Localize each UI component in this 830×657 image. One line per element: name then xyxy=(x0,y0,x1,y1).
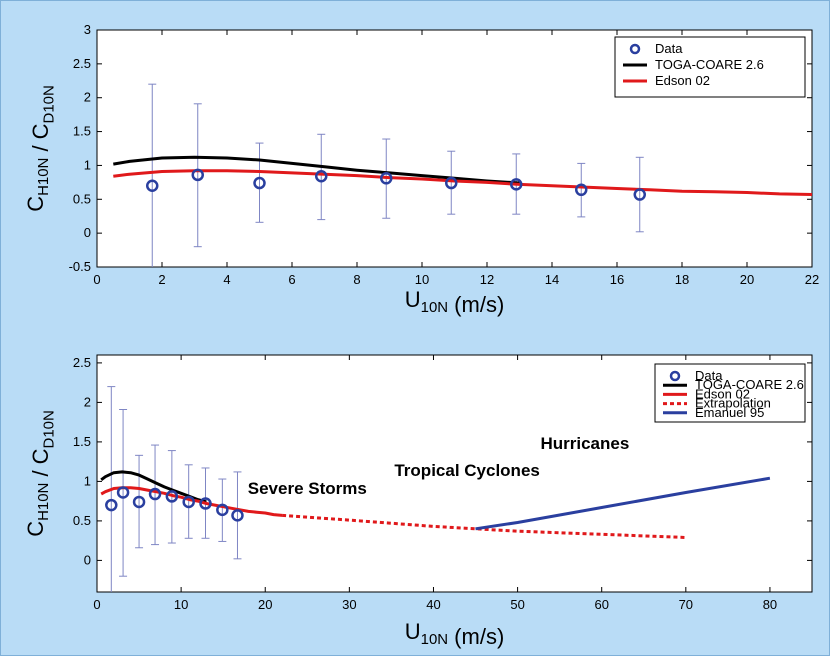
x-tick-label: 18 xyxy=(675,272,689,287)
plot-series-group xyxy=(100,386,771,592)
annotation-label: Hurricanes xyxy=(540,434,629,453)
annotation-label: Tropical Cyclones xyxy=(394,461,540,480)
legend-label: Data xyxy=(695,368,723,383)
x-axis-label: U10N (m/s) xyxy=(405,287,505,317)
legend-label: Data xyxy=(655,41,683,56)
legend-box xyxy=(614,36,806,98)
data-point xyxy=(182,495,195,509)
legend-label: Edson 02 xyxy=(695,386,750,401)
bottom-chart-panel: 0 10 20 30 40 50 60 70 8000.511.522.5HurricanesT… xyxy=(23,354,813,649)
x-tick-label: 60 xyxy=(594,597,608,612)
y-tick-label: 1 xyxy=(84,473,91,488)
top-chart-panel: 0 2 4 6 8 10 12 14 16 18 20 22-0.500.511.522.53Data… xyxy=(23,22,819,317)
data-point xyxy=(315,170,328,183)
data-point xyxy=(105,498,118,512)
y-tick-label: 0 xyxy=(84,552,91,567)
x-tick-label: 8 xyxy=(353,272,360,287)
x-tick-label: 50 xyxy=(510,597,524,612)
series-line xyxy=(100,486,283,517)
legend-label: TOGA-COARE 2.6 xyxy=(695,377,804,392)
y-axis-label: CH10N / CD10N xyxy=(23,410,57,537)
legend-marker xyxy=(669,370,681,382)
legend-label: Edson 02 xyxy=(655,73,710,88)
x-tick-label: 12 xyxy=(480,272,494,287)
y-tick-label: 0 xyxy=(84,225,91,240)
x-tick-label: 6 xyxy=(288,272,295,287)
y-tick-label: -0.5 xyxy=(69,259,91,274)
x-tick-label: 2 xyxy=(158,272,165,287)
x-tick-label: 20 xyxy=(740,272,754,287)
x-tick-label: 0 xyxy=(93,597,100,612)
data-point xyxy=(575,183,588,197)
y-tick-label: 1 xyxy=(84,157,91,172)
series-line xyxy=(475,476,771,531)
y-tick-label: 2.5 xyxy=(73,355,91,370)
data-point xyxy=(380,172,393,185)
data-point xyxy=(148,487,162,501)
data-point xyxy=(445,176,458,190)
data-point xyxy=(253,176,266,190)
x-tick-label: 70 xyxy=(679,597,693,612)
y-tick-label: 0.5 xyxy=(73,191,91,206)
legend-marker xyxy=(629,43,641,55)
x-tick-label: 40 xyxy=(426,597,440,612)
data-point xyxy=(510,178,523,191)
data-point xyxy=(191,168,204,182)
data-point xyxy=(146,179,159,192)
x-tick-label: 14 xyxy=(545,272,559,287)
x-tick-label: 10 xyxy=(174,597,188,612)
legend-label: TOGA-COARE 2.6 xyxy=(655,57,764,72)
plot-series-group xyxy=(113,83,812,267)
legend-label: Extrapolation xyxy=(695,396,771,411)
data-point xyxy=(132,495,146,509)
data-point xyxy=(633,188,646,201)
y-tick-label: 0.5 xyxy=(73,513,91,528)
data-point xyxy=(231,509,244,522)
y-tick-label: 2 xyxy=(84,90,91,105)
x-axis-label: U10N (m/s) xyxy=(405,619,505,649)
x-tick-label: 30 xyxy=(342,597,356,612)
x-tick-label: 0 xyxy=(93,272,100,287)
y-tick-label: 2.5 xyxy=(73,56,91,71)
data-point xyxy=(116,486,130,499)
y-axis-label: CH10N / CD10N xyxy=(23,85,57,212)
y-tick-label: 1.5 xyxy=(73,124,91,139)
x-tick-label: 4 xyxy=(223,272,230,287)
x-tick-label: 10 xyxy=(415,272,429,287)
y-tick-label: 1.5 xyxy=(73,434,91,449)
annotation-label: Severe Storms xyxy=(248,479,367,498)
series-line xyxy=(113,169,812,196)
y-tick-label: 2 xyxy=(84,394,91,409)
data-point xyxy=(216,503,229,517)
legend-label: Emanuel 95 xyxy=(695,405,764,420)
x-tick-label: 16 xyxy=(610,272,624,287)
data-point xyxy=(199,497,212,510)
y-tick-label: 3 xyxy=(84,22,91,37)
x-tick-label: 20 xyxy=(258,597,272,612)
x-tick-label: 22 xyxy=(805,272,819,287)
data-point xyxy=(165,490,179,503)
x-tick-label: 80 xyxy=(763,597,777,612)
